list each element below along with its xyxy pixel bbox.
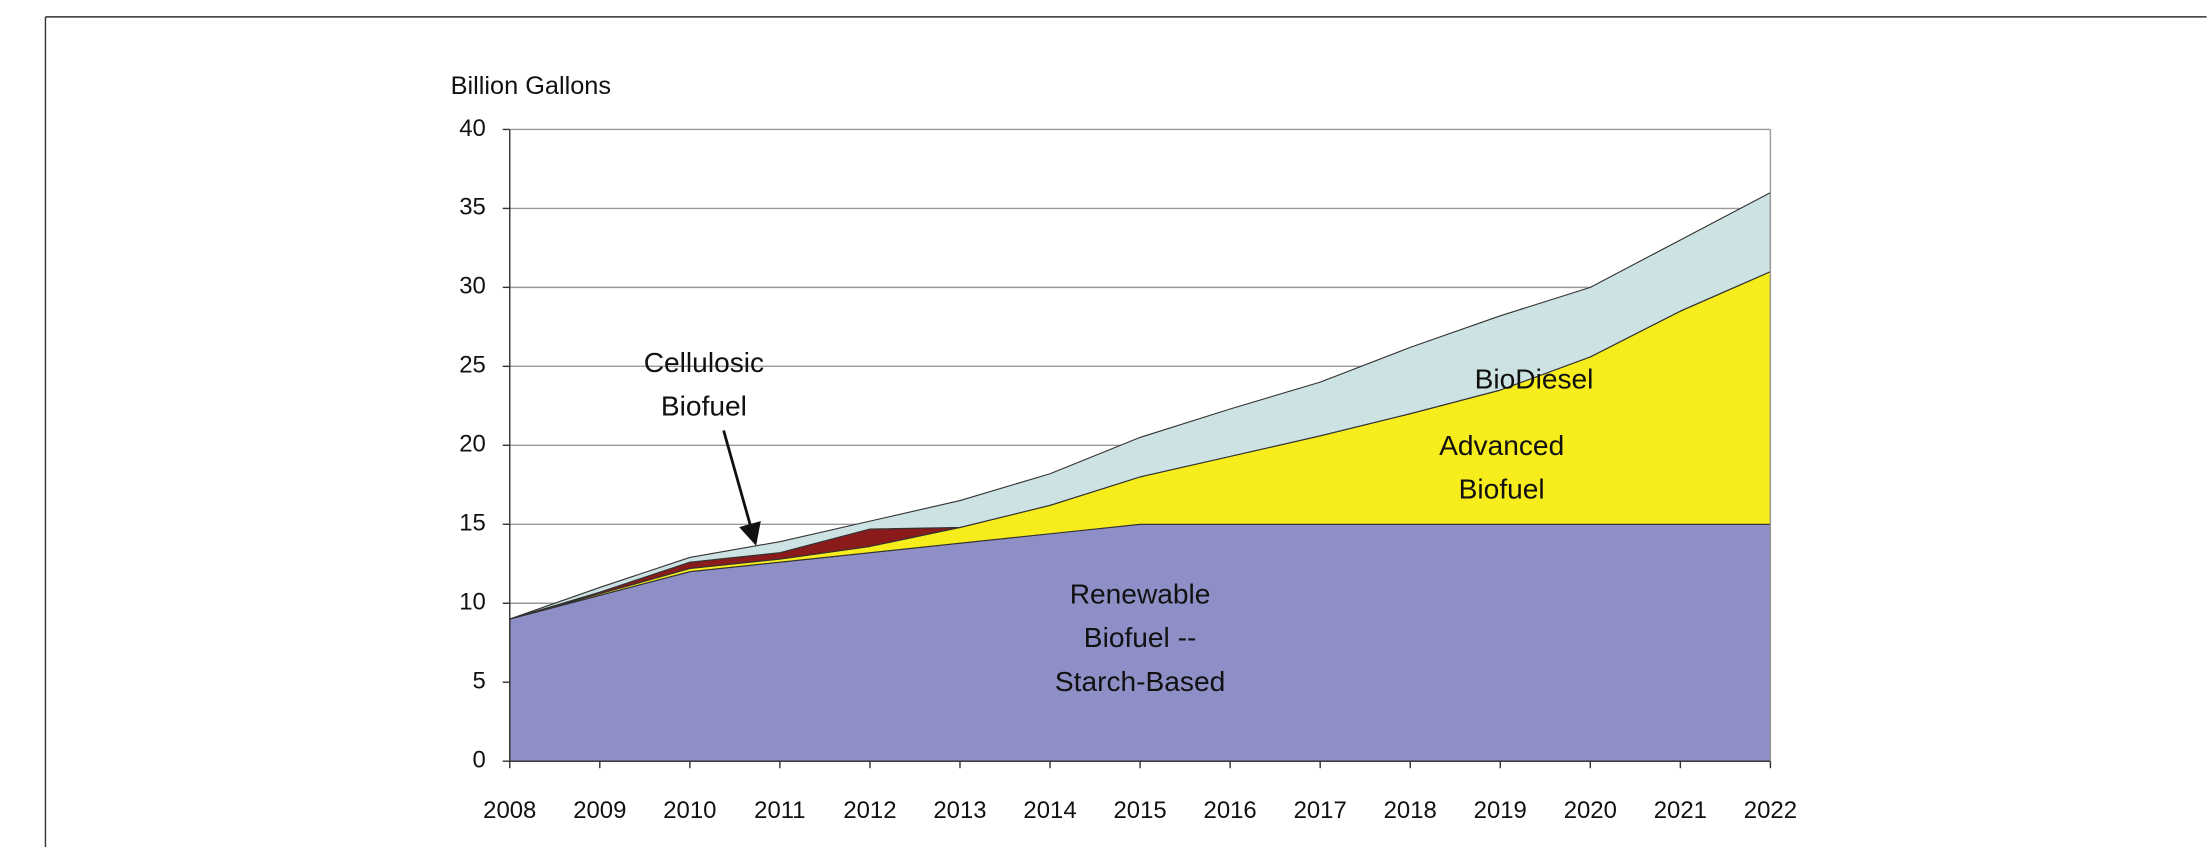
annotation-arrow <box>722 430 761 546</box>
x-tick-label: 2022 <box>1744 797 1797 824</box>
x-tick-label: 2008 <box>483 797 536 824</box>
y-tick-label: 30 <box>459 273 486 300</box>
x-tick-label: 2020 <box>1564 797 1617 824</box>
series-label: BioDiesel <box>1475 364 1594 395</box>
y-tick-label: 25 <box>459 352 486 379</box>
x-tick-label: 2014 <box>1023 797 1076 824</box>
x-tick-label: 2011 <box>754 797 805 824</box>
y-tick-label: 10 <box>459 589 486 616</box>
series-label: Renewable Biofuel --Starch-Based <box>1055 579 1225 697</box>
y-tick-label: 20 <box>459 431 486 458</box>
x-tick-label: 2019 <box>1474 797 1527 824</box>
x-tick-label: 2015 <box>1113 797 1166 824</box>
x-tick-label: 2021 <box>1654 797 1707 824</box>
labels: Renewable Biofuel --Starch-Based Advanced B… <box>644 348 1594 698</box>
x-tick-label: 2016 <box>1204 797 1257 824</box>
axes: 0 5 10 15 20 25 30 35 40 2008 2009 2010 2011 2012 2013… <box>459 115 1797 824</box>
y-tick-label: 5 <box>473 668 486 695</box>
x-tick-label: 2009 <box>573 797 626 824</box>
x-tick-label: 2018 <box>1384 797 1437 824</box>
y-tick-label: 0 <box>473 746 486 773</box>
y-tick-label: 15 <box>459 510 486 537</box>
x-tick-label: 2017 <box>1294 797 1347 824</box>
x-tick-label: 2012 <box>843 797 896 824</box>
series-label: Cellulosic Biofuel <box>644 348 764 423</box>
x-tick-label: 2010 <box>663 797 716 824</box>
x-tick-label: 2013 <box>933 797 986 824</box>
y-axis-label: Billion Gallons <box>451 72 611 100</box>
y-tick-label: 35 <box>459 194 486 221</box>
series-label: Advanced Biofuel <box>1439 431 1564 506</box>
y-tick-label: 40 <box>459 115 486 142</box>
